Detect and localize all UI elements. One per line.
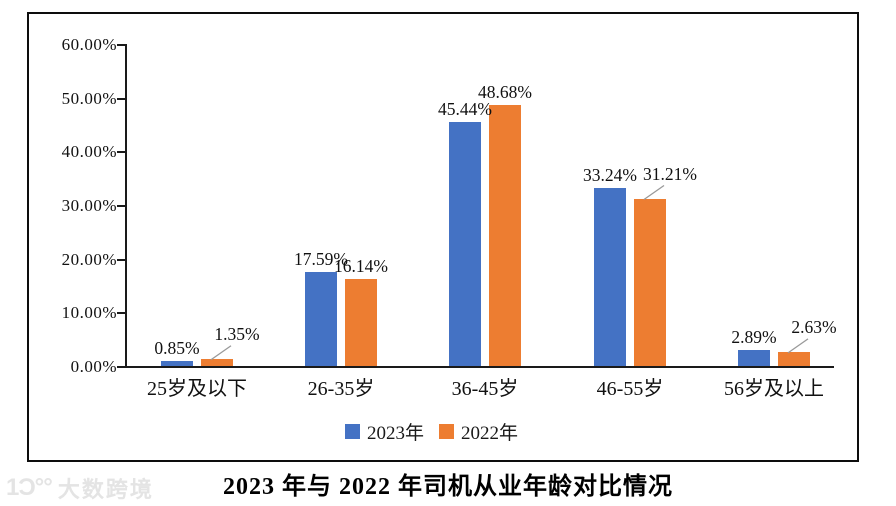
bar-value-label-2023: 2.89% [731, 327, 777, 348]
y-tick-label: 60.00% [61, 35, 117, 54]
legend-swatch-icon [345, 424, 360, 439]
y-tick-label: 50.00% [61, 88, 117, 108]
bar-2023 [305, 271, 337, 366]
bar-value-label-2023: 0.85% [154, 338, 200, 359]
y-tick-mark [117, 151, 125, 154]
legend-item: 2022年 [439, 418, 518, 445]
x-category-label: 56岁及以上 [724, 378, 824, 400]
x-category-label: 26-35岁 [307, 378, 375, 400]
x-category-label: 25岁及以下 [147, 378, 247, 400]
watermark: 1Ͻ°° 大数跨境 [6, 472, 154, 504]
y-tick-mark [117, 205, 125, 207]
bar-2023 [738, 350, 770, 366]
bar-2022 [634, 198, 666, 366]
bar-2023 [449, 122, 481, 366]
y-tick-label: 30.00% [61, 196, 117, 215]
chart-title: 2023 年与 2022 年司机从业年龄对比情况 [223, 474, 673, 500]
bar-2022 [489, 104, 521, 366]
legend-swatch-icon [439, 424, 455, 439]
plot-area: 0.00% 10.00% 20.00% 30.00% 40.00% 50.00% 60.00… [29, 14, 857, 460]
bar-2022 [201, 358, 233, 366]
chart-legend: 2023年 2022年 [345, 418, 518, 445]
bar-value-label-2023: 33.24% [583, 164, 637, 185]
watermark-logo-icon: 1Ͻ°° [6, 474, 53, 501]
bar-2023 [161, 361, 193, 366]
y-tick-label: 20.00% [61, 249, 117, 269]
x-category-label: 46-55岁 [596, 378, 664, 400]
bar-value-label-2022: 48.68% [478, 81, 532, 102]
bar-2022 [778, 351, 810, 366]
bar-value-label-2023: 17.59% [294, 248, 348, 269]
y-tick-mark [117, 366, 125, 368]
bar-2023 [594, 187, 626, 366]
x-axis-line [125, 366, 834, 368]
bar-value-label-2022: 1.35% [214, 323, 260, 344]
bar-value-label-2022: 2.63% [791, 316, 837, 337]
bar-2022 [345, 279, 377, 366]
y-tick-mark [117, 312, 125, 315]
watermark-text: 大数跨境 [57, 477, 154, 502]
legend-label: 2023年 [367, 423, 425, 444]
bar-value-label-2022: 31.21% [643, 163, 697, 184]
bar-value-label-2023: 45.44% [438, 99, 492, 120]
y-axis-line [125, 44, 127, 368]
y-tick-label: 40.00% [61, 142, 117, 162]
chart-frame: 0.00% 10.00% 20.00% 30.00% 40.00% 50.00% 60.00… [27, 12, 859, 462]
bar-value-label-2022: 16.14% [334, 256, 388, 277]
x-category-label: 36-45岁 [451, 378, 519, 400]
legend-label: 2022年 [461, 423, 519, 444]
y-tick-mark [117, 258, 125, 261]
y-tick-label: 0.00% [70, 357, 117, 376]
y-tick-mark [117, 44, 125, 46]
legend-item: 2023年 [345, 418, 424, 445]
y-tick-label: 10.00% [61, 303, 117, 323]
y-tick-mark [117, 97, 125, 100]
